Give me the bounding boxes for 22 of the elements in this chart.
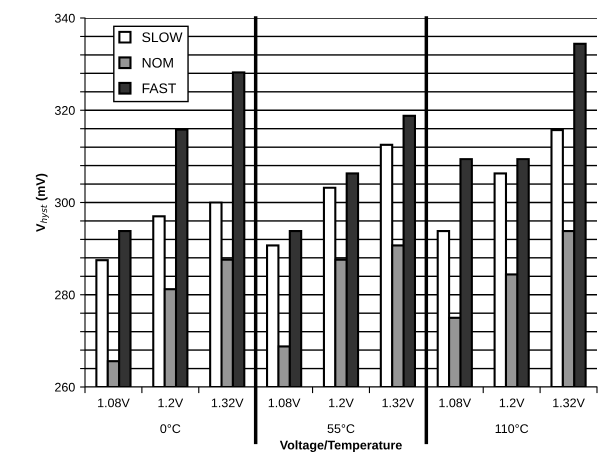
x-tick-label: 1.08V <box>98 398 130 408</box>
y-tick-label: 320 <box>54 106 75 115</box>
legend-label: FAST <box>142 83 176 94</box>
x-tick-label: 1.08V <box>439 398 472 408</box>
x-tick-label: 1.08V <box>268 398 300 408</box>
y-tick-label: 340 <box>54 14 75 23</box>
x-tick-label: 1.2V <box>500 398 524 408</box>
text: 0°C <box>160 424 180 434</box>
text: 55°C <box>328 424 354 434</box>
y-tick-label: 280 <box>55 290 75 300</box>
x-tick-label: 1.32V <box>382 398 414 408</box>
x-tick-label: 1.2V <box>158 398 184 408</box>
legend-label: SLOW <box>142 32 182 42</box>
x-tick-label: 1.2V <box>329 398 354 408</box>
x-tick-label: 1.32V <box>553 398 585 408</box>
x-axis-title: Voltage/Temperature <box>280 440 402 452</box>
y-tick-label: 300 <box>54 198 75 208</box>
legend-label: NOM <box>142 58 173 68</box>
x-tick-label: 1.32V <box>212 398 244 408</box>
y-tick-label: 260 <box>55 382 75 392</box>
y-axis-title: V$_{hyst}$ (mV) <box>36 174 49 232</box>
text: 110°C <box>496 424 528 434</box>
